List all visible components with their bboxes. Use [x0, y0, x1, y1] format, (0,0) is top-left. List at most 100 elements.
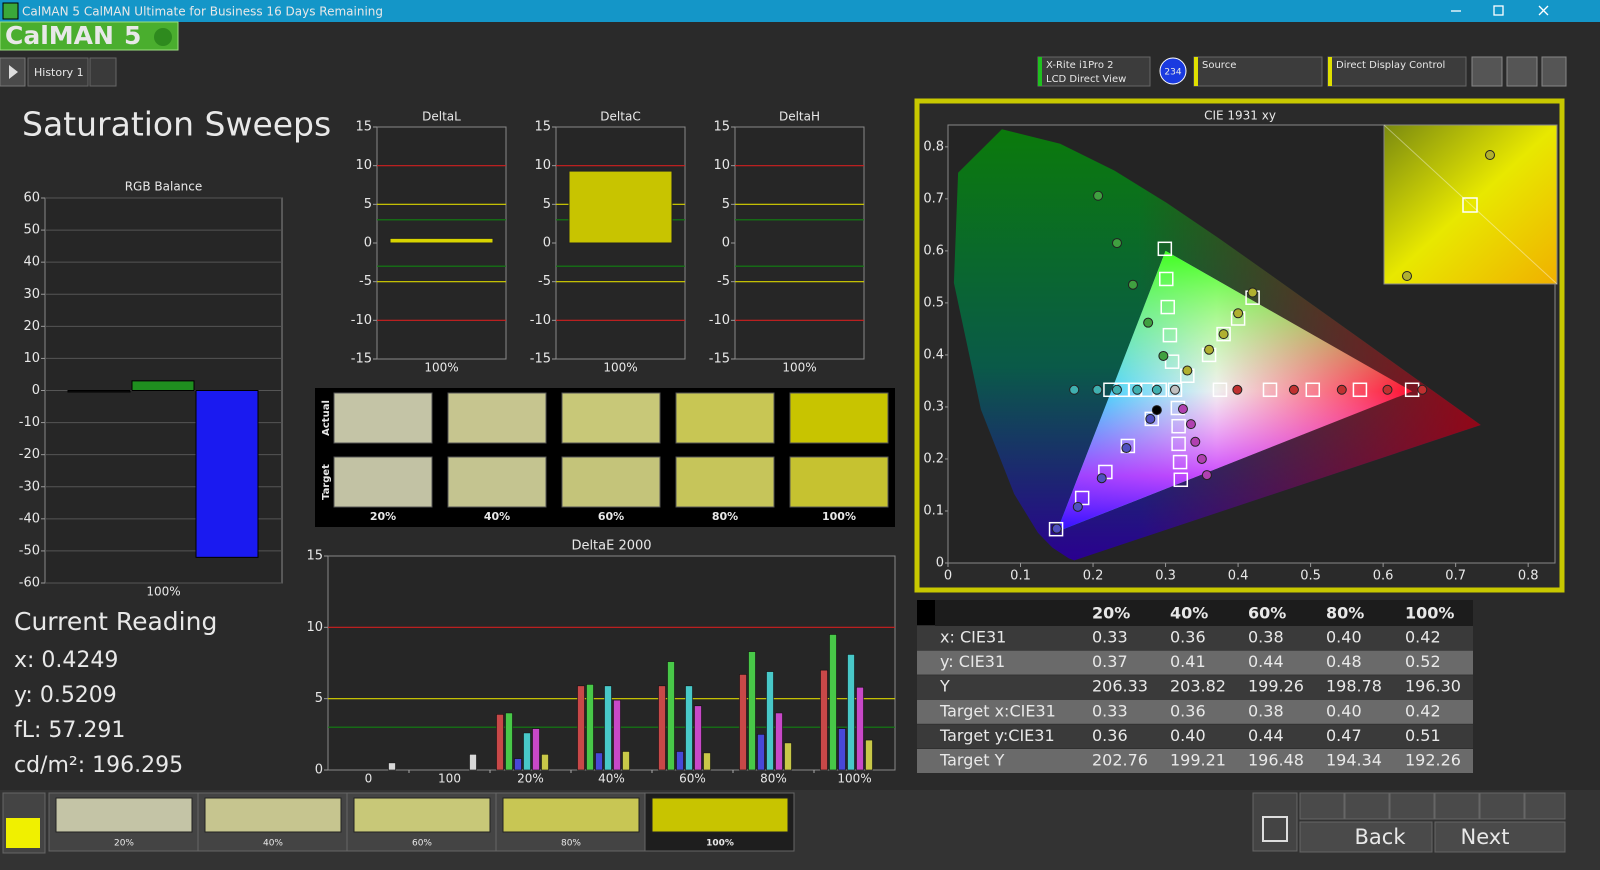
source-select[interactable]: [1193, 56, 1323, 87]
target-point: [1160, 299, 1175, 315]
x-tick-label: 100%: [837, 772, 871, 786]
table-header: [935, 600, 1473, 626]
table-row: [917, 749, 1473, 773]
measured-point: [1190, 436, 1201, 447]
back-button[interactable]: [1299, 821, 1433, 853]
display-select[interactable]: [1327, 56, 1467, 87]
tab[interactable]: [27, 57, 89, 87]
stop-box[interactable]: [1252, 792, 1298, 852]
zoom-inset: [1383, 124, 1558, 285]
measured-point: [1182, 365, 1193, 376]
y-tick-label: 0: [364, 236, 372, 251]
cell: 0.47: [1326, 726, 1362, 745]
cell: 0.51: [1405, 726, 1441, 745]
x-tick-label: 0.3: [1155, 569, 1176, 584]
cell: 0.33: [1092, 628, 1128, 647]
target-point: [1157, 241, 1173, 257]
actual-swatch: [675, 392, 775, 444]
cell: 0.41: [1170, 652, 1206, 671]
swatch-label: 100%: [822, 510, 856, 523]
actual-swatch: [447, 392, 547, 444]
badge[interactable]: [1159, 57, 1187, 85]
y-tick-label: -15: [530, 352, 551, 367]
table-row: [917, 626, 1473, 650]
chart-title: DeltaH: [779, 110, 820, 124]
measured-point: [1092, 384, 1103, 395]
y-tick-label: 0: [315, 763, 323, 778]
y-tick-label: 10: [713, 158, 730, 173]
display-indicator: [1328, 57, 1332, 86]
row-label: Target: [321, 464, 332, 500]
cell: 0.52: [1405, 652, 1441, 671]
y-tick-label: 0: [32, 383, 40, 398]
column-header: 40%: [1170, 604, 1208, 623]
plot-area: [734, 126, 865, 360]
chart-title: DeltaL: [422, 110, 461, 124]
patch: [353, 797, 491, 833]
tab-label: History 1: [34, 66, 84, 79]
cell: 198.78: [1326, 677, 1382, 696]
y-tick-label: 0: [936, 556, 944, 571]
y-tick-label: 0.3: [923, 399, 944, 414]
y-tick-label: 5: [364, 197, 372, 212]
x-tick-label: 20%: [517, 772, 544, 786]
cell: 194.34: [1326, 751, 1382, 770]
cell: 0.40: [1170, 726, 1206, 745]
patch-label: 40%: [263, 839, 283, 849]
y-tick-label: -10: [19, 415, 40, 430]
reading-line: fL: 57.291: [14, 718, 125, 743]
x-tick-label: 0.7: [1445, 569, 1466, 584]
add-tab[interactable]: [89, 57, 117, 87]
transport-buttons[interactable]: [1299, 792, 1566, 820]
bar: [820, 669, 828, 771]
bar: [838, 728, 846, 771]
x-tick-label: 0.5: [1300, 569, 1321, 584]
logo-menu[interactable]: [154, 28, 172, 46]
y-tick-label: -5: [717, 274, 730, 289]
y-tick-label: 0: [543, 236, 551, 251]
bar: [766, 671, 774, 771]
window-controls[interactable]: [1451, 5, 1549, 16]
column-header: 100%: [1405, 604, 1454, 623]
back-label: Back: [1355, 825, 1407, 849]
measured-point: [1218, 329, 1229, 340]
bar: [577, 685, 585, 771]
reading-line: cd/m²: 196.295: [14, 753, 183, 778]
measured-point: [1232, 384, 1243, 395]
cell: 0.36: [1170, 701, 1206, 720]
measured-point: [1096, 473, 1107, 484]
toolbar-buttons[interactable]: [1471, 56, 1567, 87]
meter-select[interactable]: [1037, 56, 1151, 87]
cell: 203.82: [1170, 677, 1226, 696]
x-tick-label: 100: [438, 772, 461, 786]
cell: 0.40: [1326, 701, 1362, 720]
zoom-point: [1485, 150, 1495, 160]
chart-title: RGB Balance: [125, 180, 203, 194]
measured-point: [1132, 384, 1143, 395]
window-title: CalMAN 5 CalMAN Ultimate for Business 16…: [22, 5, 383, 19]
y-tick-label: 0.1: [923, 503, 944, 518]
x-tick-label: 80%: [760, 772, 787, 786]
y-tick-label: -10: [709, 313, 730, 328]
bar: [856, 686, 864, 771]
badge-text: 234: [1164, 68, 1181, 78]
bar: [388, 762, 396, 771]
bar: [685, 685, 693, 771]
logo[interactable]: [0, 21, 179, 51]
y-tick-label: 0.8: [923, 139, 944, 154]
measured-point: [1336, 384, 1347, 395]
actual-swatch: [789, 392, 889, 444]
measured-point: [1151, 384, 1162, 395]
y-tick-label: 0.6: [923, 243, 944, 258]
bar: [389, 237, 494, 244]
cell: 199.21: [1170, 751, 1226, 770]
table-row: [917, 650, 1473, 675]
patch: [651, 797, 789, 833]
next-button[interactable]: [1434, 821, 1566, 853]
chart-title: DeltaC: [600, 110, 640, 124]
cell: 0.42: [1405, 628, 1441, 647]
row-label: Actual: [321, 400, 332, 436]
y-tick-label: 30: [23, 287, 40, 302]
bar: [505, 712, 513, 771]
